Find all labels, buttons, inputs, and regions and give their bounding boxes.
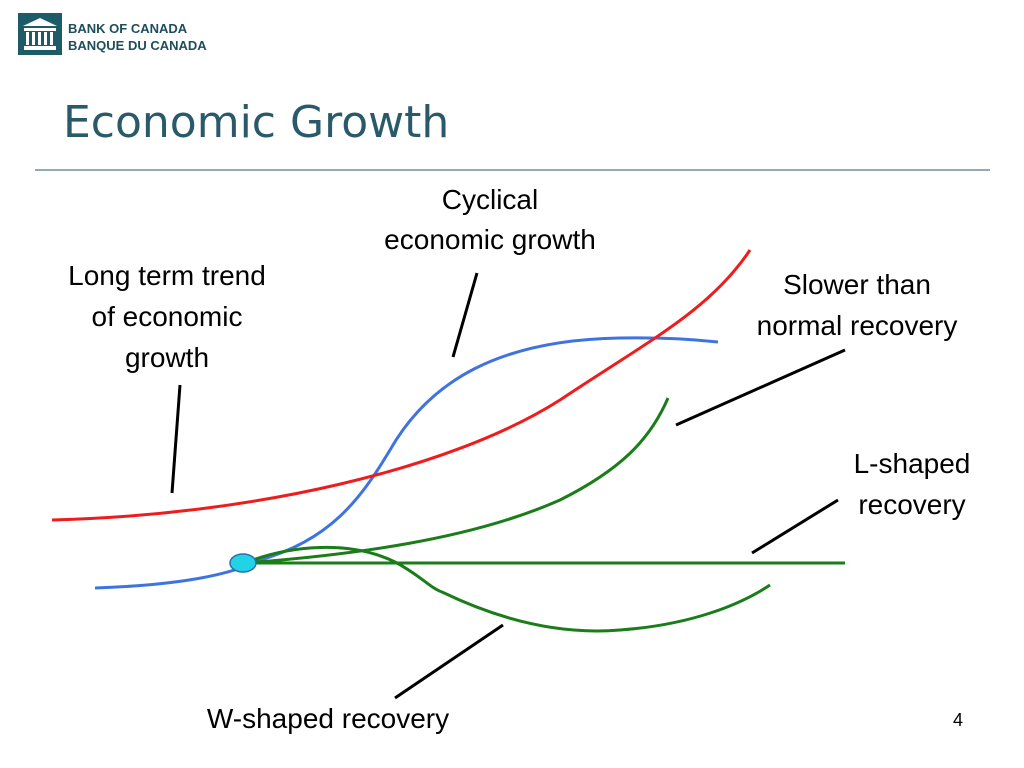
slide-title: Economic Growth <box>63 97 449 148</box>
trend-curve <box>51 249 752 522</box>
label: Cyclical <box>442 184 538 215</box>
pointer <box>675 348 846 427</box>
label: recovery <box>858 489 965 520</box>
label: Long term trend <box>68 260 266 291</box>
logo-text: BANK OF CANADA <box>68 21 188 36</box>
label: W-shaped recovery <box>207 703 449 734</box>
page-number: 4 <box>953 710 963 730</box>
cyclical-curve <box>94 336 719 590</box>
w-shaped-curve <box>244 545 771 633</box>
label: of economic <box>92 301 243 332</box>
label: L-shaped <box>854 448 971 479</box>
logo-columns <box>26 32 53 45</box>
label: growth <box>125 342 209 373</box>
label: Slower than <box>783 269 931 300</box>
slower-curve <box>244 397 670 565</box>
start-point <box>229 553 257 573</box>
label: economic growth <box>384 224 596 255</box>
pointer <box>394 623 504 700</box>
logo-icon <box>23 18 57 50</box>
label: normal recovery <box>757 310 958 341</box>
logo: BANK OF CANADA BANQUE DU CANADA <box>18 13 207 55</box>
pointer <box>451 272 479 358</box>
pointer <box>170 384 182 494</box>
pointer <box>751 498 839 555</box>
logo-text: BANQUE DU CANADA <box>68 38 207 53</box>
